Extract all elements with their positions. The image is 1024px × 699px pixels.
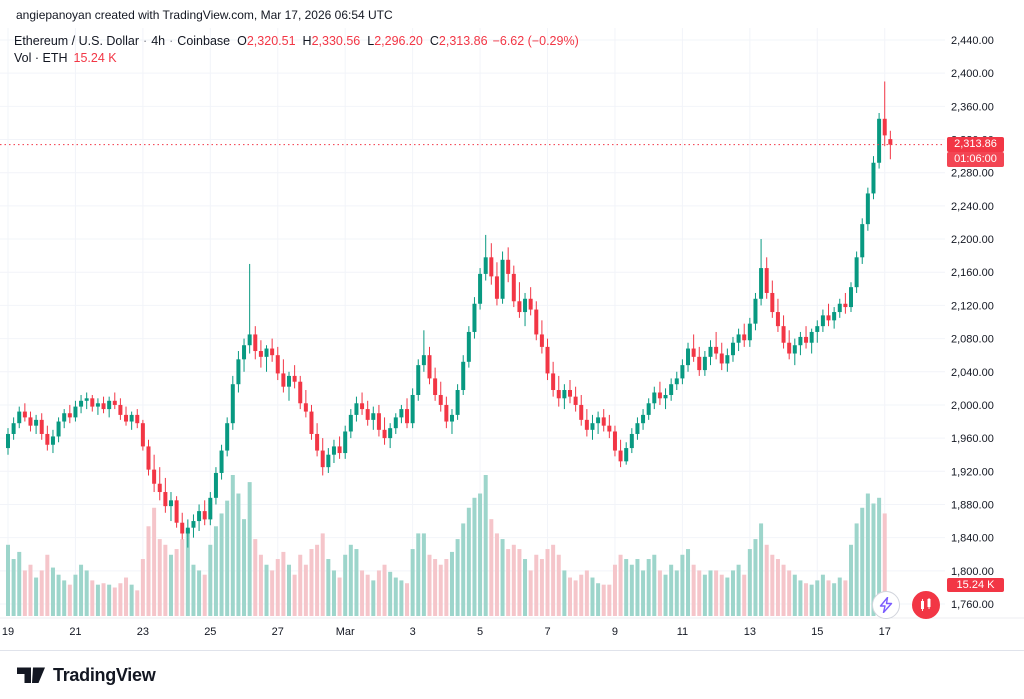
svg-text:2,160.00: 2,160.00 — [951, 267, 994, 279]
svg-text:1,960.00: 1,960.00 — [951, 433, 994, 445]
svg-text:17: 17 — [879, 626, 891, 638]
attribution-text: angiepanoyan created with TradingView.co… — [16, 8, 393, 22]
svg-text:2,000.00: 2,000.00 — [951, 400, 994, 412]
svg-text:7: 7 — [544, 626, 550, 638]
time-axis[interactable] — [0, 618, 945, 650]
svg-text:27: 27 — [272, 626, 284, 638]
svg-text:9: 9 — [612, 626, 618, 638]
svg-text:23: 23 — [137, 626, 149, 638]
volume-value-badge: 15.24 K — [947, 578, 1004, 593]
svg-text:2,120.00: 2,120.00 — [951, 300, 994, 312]
svg-text:2,040.00: 2,040.00 — [951, 367, 994, 379]
low-value: 2,296.20 — [374, 34, 423, 48]
svg-text:5: 5 — [477, 626, 483, 638]
brand-name: TradingView — [53, 664, 156, 685]
svg-text:21: 21 — [69, 626, 81, 638]
svg-text:2,440.00: 2,440.00 — [951, 35, 994, 47]
volume-value: 15.24 K — [73, 51, 117, 65]
chart-area[interactable]: 2,440.002,400.002,360.002,320.002,280.00… — [0, 28, 1024, 650]
svg-text:1,880.00: 1,880.00 — [951, 499, 994, 511]
separator-dot: · — [143, 34, 148, 48]
lightning-icon — [879, 597, 893, 613]
high-value: 2,330.56 — [311, 34, 361, 48]
svg-text:2,200.00: 2,200.00 — [951, 234, 994, 246]
svg-text:2,400.00: 2,400.00 — [951, 68, 994, 80]
high-label: H — [302, 34, 312, 48]
svg-text:19: 19 — [2, 626, 14, 638]
svg-text:2,080.00: 2,080.00 — [951, 334, 994, 346]
svg-text:13: 13 — [744, 626, 756, 638]
svg-text:3: 3 — [410, 626, 416, 638]
svg-text:15: 15 — [811, 626, 823, 638]
last-price-badge: 2,313.86 — [947, 136, 1004, 152]
svg-text:1,800.00: 1,800.00 — [951, 566, 994, 578]
bar-countdown-badge: 01:06:00 — [947, 151, 1004, 167]
svg-text:1,760.00: 1,760.00 — [951, 599, 994, 611]
svg-text:1,920.00: 1,920.00 — [951, 466, 994, 478]
tradingview-logo[interactable]: TradingView — [16, 664, 156, 686]
svg-text:1,840.00: 1,840.00 — [951, 533, 994, 545]
svg-text:2,280.00: 2,280.00 — [951, 168, 994, 180]
svg-text:Mar: Mar — [336, 626, 355, 638]
legend: Ethereum / U.S. Dollar · 4h · Coinbase O2,320… — [14, 33, 579, 67]
footer-bar: TradingView — [0, 650, 1024, 699]
close-label: C — [429, 34, 439, 48]
svg-text:2,360.00: 2,360.00 — [951, 101, 994, 113]
open-value: 2,320.51 — [246, 34, 296, 48]
symbol-title[interactable]: Ethereum / U.S. Dollar — [14, 34, 140, 48]
open-label: O — [237, 34, 247, 48]
flash-button[interactable] — [872, 591, 900, 619]
candlestick-chart[interactable]: 2,440.002,400.002,360.002,320.002,280.00… — [0, 28, 1024, 650]
change-value: −6.62 (−0.29%) — [492, 34, 579, 48]
tradingview-mark-icon — [17, 667, 45, 683]
low-label: L — [367, 34, 375, 48]
interval-label[interactable]: 4h — [151, 34, 166, 48]
svg-text:11: 11 — [677, 626, 688, 638]
price-axis[interactable] — [945, 28, 1024, 618]
volume-label: Vol · ETH — [14, 51, 68, 65]
svg-text:25: 25 — [204, 626, 216, 638]
svg-text:2,240.00: 2,240.00 — [951, 201, 994, 213]
separator-dot: · — [169, 34, 174, 48]
candles-icon — [921, 598, 931, 611]
close-value: 2,313.86 — [438, 34, 488, 48]
promo-button[interactable] — [912, 591, 940, 619]
exchange-label: Coinbase — [177, 34, 231, 48]
